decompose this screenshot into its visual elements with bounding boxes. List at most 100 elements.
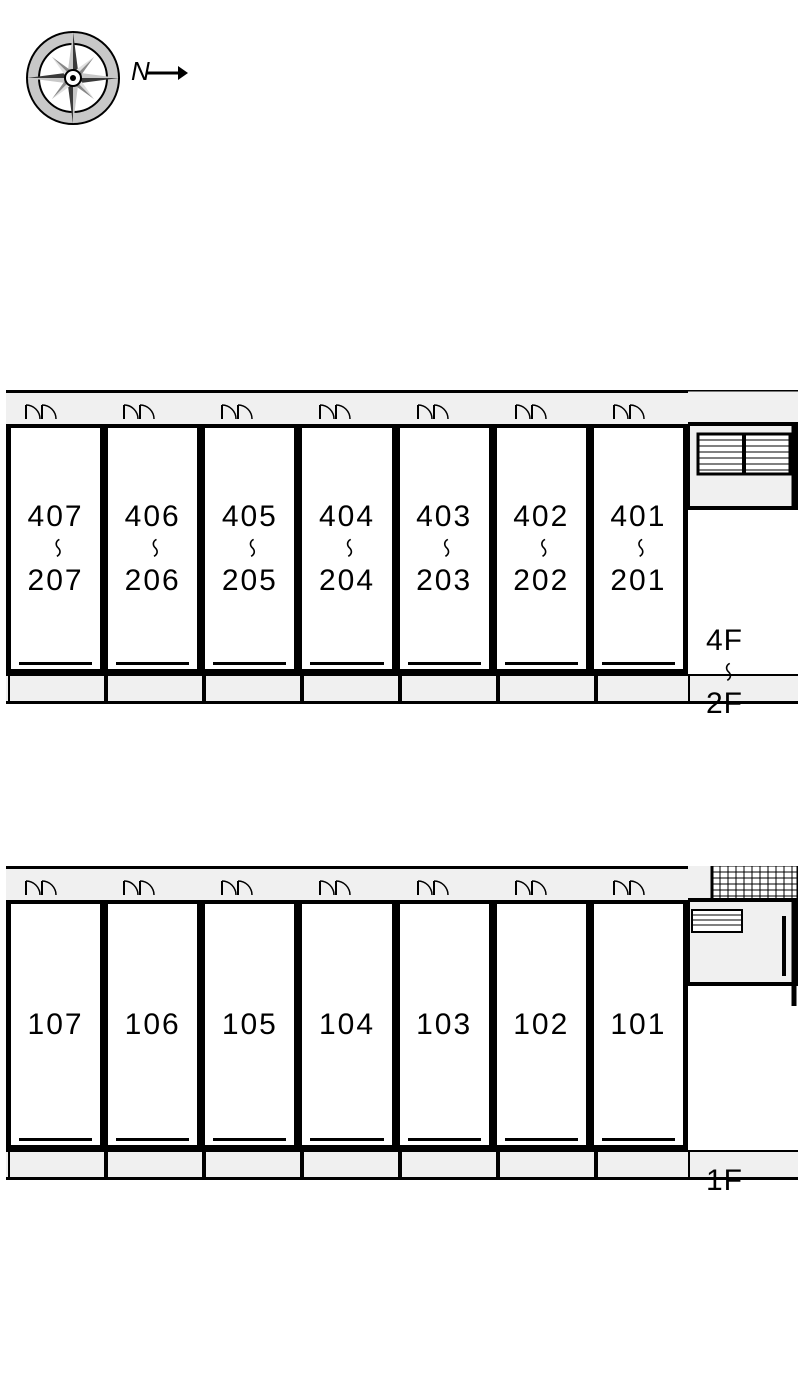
floor-label-upper: 4F 〜 2F — [706, 622, 743, 722]
door-icon — [122, 401, 156, 419]
wall-tick — [400, 676, 402, 701]
unit-cell: 106 — [104, 904, 201, 1145]
unit-cell: 404 〜 204 — [298, 428, 395, 669]
window-sill — [116, 1138, 189, 1141]
unit-cell: 107 — [6, 904, 104, 1145]
unit-label-bottom: 206 — [125, 562, 181, 600]
window-sill — [116, 662, 189, 665]
window-sill — [505, 662, 578, 665]
unit-label-bottom: 203 — [416, 562, 472, 600]
door-icon — [318, 401, 352, 419]
unit-cell: 101 — [590, 904, 688, 1145]
wall-tick — [8, 676, 10, 701]
unit-label: 102 — [513, 1006, 569, 1044]
unit-cell: 104 — [298, 904, 395, 1145]
unit-cell: 102 — [493, 904, 590, 1145]
window-sill — [602, 1138, 675, 1141]
wall-tick — [106, 1152, 108, 1177]
unit-label-top: 403 — [416, 498, 472, 536]
units-row-upper: 407 〜 207 406 〜 206 405 〜 205 404 〜 204 … — [6, 424, 688, 674]
wall-tick — [302, 676, 304, 701]
door-icon — [416, 877, 450, 895]
wall-tick — [106, 676, 108, 701]
tilde-icon: 〜 — [716, 662, 736, 683]
unit-label-top: 407 — [28, 498, 84, 536]
unit-label-top: 405 — [222, 498, 278, 536]
wall-tick — [498, 1152, 500, 1177]
unit-label: 106 — [125, 1006, 181, 1044]
unit-label-bottom: 201 — [610, 562, 666, 600]
floor-label-lower: 1F — [706, 1162, 743, 1200]
window-sill — [19, 662, 92, 665]
window-sill — [310, 1138, 383, 1141]
unit-label-top: 406 — [125, 498, 181, 536]
door-icon — [220, 401, 254, 419]
corridor-upper — [6, 390, 798, 424]
wall-tick — [204, 676, 206, 701]
unit-label: 104 — [319, 1006, 375, 1044]
wall-tick — [596, 676, 598, 701]
door-icon — [514, 401, 548, 419]
window-sill — [408, 1138, 481, 1141]
door-icon — [24, 877, 58, 895]
floorplan-upper: 407 〜 207 406 〜 206 405 〜 205 404 〜 204 … — [6, 390, 798, 704]
wall-tick — [204, 1152, 206, 1177]
unit-label: 105 — [222, 1006, 278, 1044]
compass-svg: N — [18, 18, 188, 138]
window-sill — [19, 1138, 92, 1141]
door-icon — [514, 877, 548, 895]
unit-label-bottom: 207 — [28, 562, 84, 600]
unit-label: 103 — [416, 1006, 472, 1044]
unit-cell: 403 〜 203 — [396, 428, 493, 669]
wall-tick — [596, 1152, 598, 1177]
door-icon — [416, 401, 450, 419]
corridor-lower — [6, 866, 798, 900]
stair-area-lower — [688, 866, 798, 1184]
window-sill — [505, 1138, 578, 1141]
compass-n-label: N — [131, 56, 150, 86]
door-icon — [220, 877, 254, 895]
door-icon — [122, 877, 156, 895]
floor-label-2f: 2F — [706, 687, 743, 720]
floor-label-1f: 1F — [706, 1164, 743, 1197]
unit-label: 101 — [610, 1006, 666, 1044]
wall-tick — [8, 1152, 10, 1177]
tilde-icon: 〜 — [143, 538, 163, 560]
unit-label-bottom: 202 — [513, 562, 569, 600]
unit-label-top: 401 — [610, 498, 666, 536]
floor-label-4f: 4F — [706, 624, 743, 657]
tilde-icon: 〜 — [628, 538, 648, 560]
window-sill — [310, 662, 383, 665]
ledge-lower — [6, 1150, 798, 1180]
tilde-icon: 〜 — [46, 538, 66, 560]
unit-label-bottom: 205 — [222, 562, 278, 600]
unit-label-top: 402 — [513, 498, 569, 536]
door-icon — [24, 401, 58, 419]
tilde-icon: 〜 — [434, 538, 454, 560]
unit-cell: 402 〜 202 — [493, 428, 590, 669]
unit-cell: 406 〜 206 — [104, 428, 201, 669]
unit-label-bottom: 204 — [319, 562, 375, 600]
wall-tick — [498, 676, 500, 701]
door-icon — [612, 401, 646, 419]
unit-cell: 103 — [396, 904, 493, 1145]
tilde-icon: 〜 — [240, 538, 260, 560]
tilde-icon: 〜 — [337, 538, 357, 560]
wall-tick — [302, 1152, 304, 1177]
units-row-lower: 107 106 105 104 103 102 101 — [6, 900, 688, 1150]
tilde-icon: 〜 — [531, 538, 551, 560]
floorplan-lower: 107 106 105 104 103 102 101 — [6, 866, 798, 1180]
unit-label: 107 — [28, 1006, 84, 1044]
window-sill — [213, 662, 286, 665]
window-sill — [602, 662, 675, 665]
unit-cell: 407 〜 207 — [6, 428, 104, 669]
door-icon — [318, 877, 352, 895]
unit-cell: 405 〜 205 — [201, 428, 298, 669]
door-icon — [612, 877, 646, 895]
unit-cell: 401 〜 201 — [590, 428, 688, 669]
unit-label-top: 404 — [319, 498, 375, 536]
window-sill — [408, 662, 481, 665]
window-sill — [213, 1138, 286, 1141]
ledge-upper — [6, 674, 798, 704]
wall-tick — [400, 1152, 402, 1177]
